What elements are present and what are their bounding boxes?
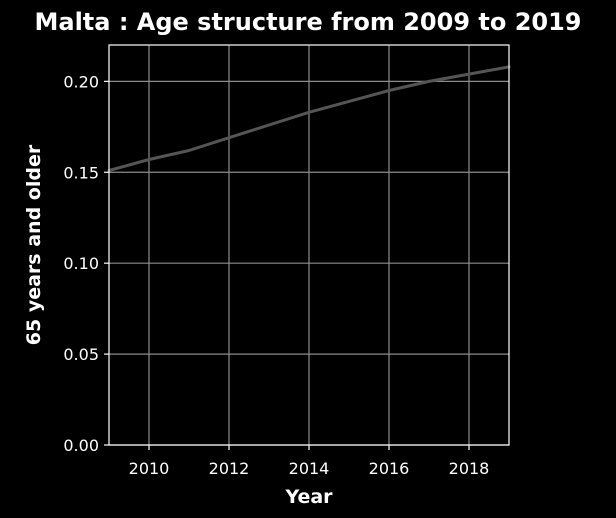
- y-tick-label: 0.10: [63, 254, 99, 273]
- x-tick-label: 2012: [209, 459, 250, 478]
- y-tick-label: 0.00: [63, 436, 99, 455]
- y-axis-label: 65 years and older: [23, 144, 45, 345]
- y-tick-label: 0.20: [63, 72, 99, 91]
- x-axis-ticks: 2010 2012 2014 2016 2018: [129, 445, 490, 478]
- gridlines: [109, 45, 509, 446]
- x-tick-label: 2018: [449, 459, 490, 478]
- x-tick-label: 2014: [289, 459, 330, 478]
- y-tick-label: 0.05: [63, 345, 99, 364]
- series-layer: [107, 65, 511, 172]
- series-line: [107, 65, 511, 172]
- x-tick-label: 2010: [129, 459, 170, 478]
- x-axis-label: Year: [284, 486, 333, 508]
- x-tick-label: 2016: [369, 459, 410, 478]
- chart-title: Malta : Age structure from 2009 to 2019: [35, 8, 582, 36]
- y-axis-ticks: 0.00 0.05 0.10 0.15 0.20: [63, 72, 109, 455]
- y-tick-label: 0.15: [63, 163, 99, 182]
- plot-frame: [108, 44, 510, 446]
